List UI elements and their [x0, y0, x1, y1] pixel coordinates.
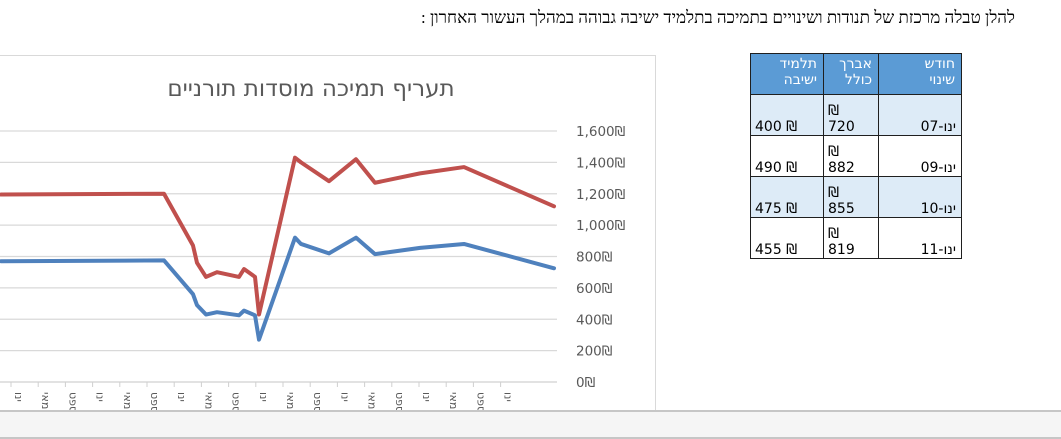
x-axis-label: ינו [94, 392, 107, 402]
y-axis-label: 800₪ [576, 250, 613, 266]
x-axis-label: מאי [202, 392, 215, 409]
x-axis-label: מאי [284, 392, 297, 409]
x-axis-label: ינו [12, 392, 25, 402]
cell-kollel: ₪ 882 [823, 135, 879, 177]
y-axis-label: 1,600₪ [576, 124, 626, 140]
cell-yeshiva: 400 ₪ [750, 94, 824, 136]
cell-yeshiva: 455 ₪ [750, 217, 824, 259]
y-axis-label: 1,000₪ [576, 218, 626, 234]
x-axis-label: ספט [66, 392, 79, 413]
table-header-row: חודש שינוי אברך כולל תלמיד ישיבה [750, 53, 962, 95]
x-axis-label: ינו [257, 392, 270, 402]
x-axis-label: מאי [366, 392, 379, 409]
table-row: ינו-07 ₪ 720 400 ₪ [750, 94, 962, 136]
header-month: חודש שינוי [878, 53, 962, 95]
intro-text: להלן טבלה מרכזת של תנודות ושינויים בתמיכ… [421, 8, 1015, 27]
table-row: ינו-10 ₪ 855 475 ₪ [750, 176, 962, 218]
cell-month: ינו-10 [878, 176, 962, 218]
cell-kollel: ₪ 855 [823, 176, 879, 218]
x-axis-label: ינו [175, 392, 188, 402]
x-axis-label: ינו [338, 392, 351, 402]
x-axis-label: ינו [420, 392, 433, 402]
header-kollel: אברך כולל [823, 53, 879, 95]
y-axis-label: 400₪ [576, 312, 613, 328]
cell-month: ינו-09 [878, 135, 962, 177]
x-axis-label: ספט [230, 392, 243, 413]
y-axis-label: 1,400₪ [576, 155, 626, 171]
line-chart[interactable]: תעריף תמיכה מוסדות תורניים 0₪ 200₪ 400₪ 600… [0, 55, 656, 417]
table-row: ינו-11 ₪ 819 455 ₪ [750, 217, 962, 259]
cell-kollel: ₪ 819 [823, 217, 879, 259]
x-axis-label: ספט [311, 392, 324, 413]
cell-kollel: ₪ 720 [823, 94, 879, 136]
table-row: ינו-09 ₪ 882 490 ₪ [750, 135, 962, 177]
cell-month: ינו-07 [878, 94, 962, 136]
cell-yeshiva: 490 ₪ [750, 135, 824, 177]
x-axis-label: מאי [447, 392, 460, 409]
cell-yeshiva: 475 ₪ [750, 176, 824, 218]
series-line[interactable] [0, 235, 556, 342]
x-axis-label: מאי [39, 392, 52, 409]
chart-title: תעריף תמיכה מוסדות תורניים [167, 76, 455, 102]
y-axis-label: 600₪ [576, 281, 613, 297]
x-axis-label: ספט [474, 392, 487, 413]
y-axis-label: 1,200₪ [576, 187, 626, 203]
y-axis-label: 0₪ [576, 375, 596, 391]
horizontal-scrollbar[interactable] [0, 410, 1061, 439]
header-yeshiva: תלמיד ישיבה [750, 53, 824, 95]
y-axis-label: 200₪ [576, 344, 613, 360]
series-line[interactable] [0, 155, 556, 317]
x-axis-label: ספט [148, 392, 161, 413]
chart-plot-area: 0₪ 200₪ 400₪ 600₪ 800₪ 1,000₪ 1,200₪ 1,400₪ 1,60… [0, 124, 626, 413]
x-axis-label: ספט [393, 392, 406, 413]
cell-month: ינו-11 [878, 217, 962, 259]
support-table: חודש שינוי אברך כולל תלמיד ישיבה ינו-07 … [750, 53, 962, 259]
x-axis-label: ינו [502, 392, 515, 402]
x-axis-label: מאי [121, 392, 134, 409]
